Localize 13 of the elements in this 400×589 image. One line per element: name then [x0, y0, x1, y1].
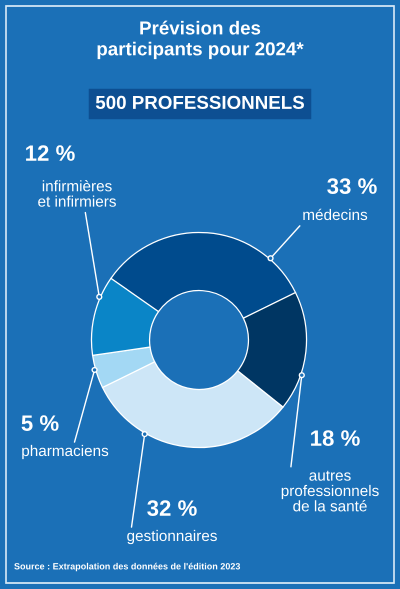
data-label: 12 %	[26, 145, 75, 161]
slice-label: gestionnaires	[127, 530, 217, 544]
slice-label: infirmières et infirmiers	[38, 180, 116, 207]
chart-subtitle: 500 PROFESSIONNELS	[96, 96, 304, 110]
data-label: 33 %	[327, 178, 377, 194]
source-note: Source : Extrapolation des données de l'édition 2023	[14, 562, 240, 572]
slice-label: médecins	[303, 208, 368, 220]
slice-label: pharmaciens	[22, 444, 108, 460]
slice-label: autres professionnels de la santé	[282, 470, 379, 512]
data-label: 32 %	[147, 500, 197, 516]
chart-title: Prévision des participants pour 2024*	[98, 20, 304, 60]
data-label: 18 %	[311, 430, 360, 446]
data-label: 5 %	[22, 415, 59, 431]
